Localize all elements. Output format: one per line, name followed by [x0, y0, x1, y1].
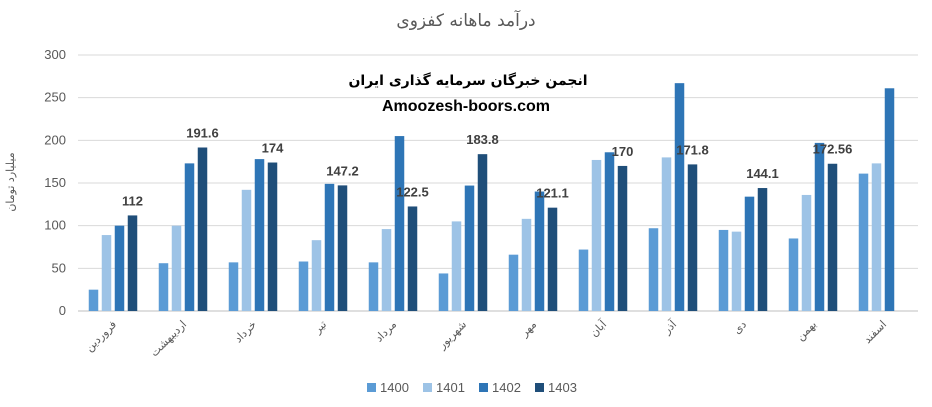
x-category-label: فروردین — [83, 318, 119, 354]
x-category-label: دی — [730, 318, 749, 337]
bar-1400 — [858, 173, 869, 311]
x-category-label: مهر — [517, 318, 539, 340]
bar-1400 — [578, 249, 589, 311]
y-tick-label: 300 — [44, 47, 66, 62]
watermark: انجمن خبرگان سرمایه گذاری ایران Amoozesh… — [348, 72, 587, 115]
bar-1401 — [451, 221, 462, 311]
bar-1403 — [547, 207, 558, 311]
bar-1403 — [827, 163, 838, 311]
bar-1403 — [477, 154, 488, 311]
legend-label-1403: 1403 — [548, 380, 577, 395]
x-category-label: بهمن — [794, 318, 819, 343]
bar-1402 — [814, 142, 825, 311]
bar-1402 — [534, 191, 545, 311]
bar-1402 — [324, 183, 335, 311]
bar-1402 — [254, 159, 265, 311]
bar-1403 — [337, 185, 348, 311]
bar-1401 — [521, 218, 532, 311]
bar-1401 — [661, 157, 672, 311]
x-category-label: اردیبهشت — [148, 318, 189, 359]
bar-1401 — [101, 235, 112, 311]
bar-1403 — [617, 165, 628, 311]
y-tick-label: 50 — [52, 260, 66, 275]
bar-1402 — [884, 88, 895, 311]
data-label: 122.5 — [396, 184, 429, 199]
data-labels: 112 191.6 174 147.2 122.5 183.8 121.1 170 171.8 1… — [122, 126, 852, 209]
bar-1403 — [267, 162, 278, 311]
y-axis-label: میلیارد تومان — [4, 152, 17, 211]
bars — [88, 83, 895, 311]
chart-title: درآمد ماهانه کفزوی — [396, 9, 535, 31]
bar-1400 — [88, 289, 99, 311]
watermark-line2: Amoozesh-boors.com — [382, 98, 550, 115]
x-category-label: تیر — [310, 318, 329, 337]
bar-1401 — [381, 229, 392, 311]
bar-1401 — [311, 240, 322, 311]
bar-1401 — [171, 225, 182, 311]
x-category-label: مرداد — [372, 318, 399, 345]
bar-1400 — [718, 229, 729, 311]
x-category-label: آذر — [659, 317, 680, 338]
bar-1401 — [241, 189, 252, 311]
y-tick-label: 100 — [44, 218, 66, 233]
bar-1403 — [757, 188, 768, 311]
bar-1403 — [197, 147, 208, 311]
bar-1400 — [648, 228, 659, 311]
bar-1402 — [464, 185, 475, 311]
data-label: 174 — [262, 141, 284, 156]
data-label: 144.1 — [746, 166, 779, 181]
legend: 1400 1401 1402 1403 — [367, 380, 577, 395]
bar-1400 — [298, 261, 309, 311]
bar-1402 — [674, 83, 685, 311]
data-label: 172.56 — [813, 142, 853, 157]
x-category-label: آبان — [587, 317, 610, 340]
bar-1400 — [158, 263, 169, 311]
gridlines — [78, 54, 918, 312]
data-label: 170 — [612, 144, 634, 159]
bar-1402 — [604, 152, 615, 311]
data-label: 147.2 — [326, 163, 359, 178]
legend-label-1400: 1400 — [380, 380, 409, 395]
legend-swatch-1402 — [479, 383, 488, 392]
bar-1402 — [394, 136, 405, 311]
legend-label-1401: 1401 — [436, 380, 465, 395]
bar-1403 — [127, 215, 138, 311]
bar-1401 — [591, 159, 602, 311]
y-tick-label: 150 — [44, 175, 66, 190]
x-category-label: خرداد — [232, 318, 259, 345]
x-axis-categories: فروردین اردیبهشت خرداد تیر مرداد شهریور مهر آبا… — [83, 317, 889, 360]
legend-swatch-1400 — [367, 383, 376, 392]
bar-1402 — [184, 163, 195, 311]
y-tick-label: 200 — [44, 132, 66, 147]
bar-1400 — [508, 254, 519, 311]
bar-1401 — [731, 231, 742, 311]
bar-1403 — [407, 206, 418, 311]
bar-1401 — [871, 163, 882, 311]
y-tick-label: 250 — [44, 90, 66, 105]
data-label: 183.8 — [466, 132, 499, 147]
bar-1400 — [368, 262, 379, 311]
bar-1402 — [744, 196, 755, 311]
bar-1400 — [438, 273, 449, 311]
legend-label-1402: 1402 — [492, 380, 521, 395]
data-label: 171.8 — [676, 142, 709, 157]
bar-1402 — [114, 225, 125, 311]
x-category-label: شهریور — [435, 318, 469, 352]
data-label: 112 — [122, 193, 143, 208]
legend-swatch-1401 — [423, 383, 432, 392]
data-label: 121.1 — [536, 186, 569, 201]
bar-1400 — [788, 238, 799, 311]
y-tick-label: 0 — [59, 303, 66, 318]
data-label: 191.6 — [186, 126, 219, 141]
watermark-line1: انجمن خبرگان سرمایه گذاری ایران — [348, 72, 587, 89]
y-axis-ticks: 0 50 100 150 200 250 300 — [44, 47, 66, 318]
bar-1400 — [228, 262, 239, 311]
legend-swatch-1403 — [535, 383, 544, 392]
x-category-label: اسفند — [861, 318, 889, 346]
bar-1401 — [801, 194, 812, 311]
bar-1403 — [687, 164, 698, 311]
